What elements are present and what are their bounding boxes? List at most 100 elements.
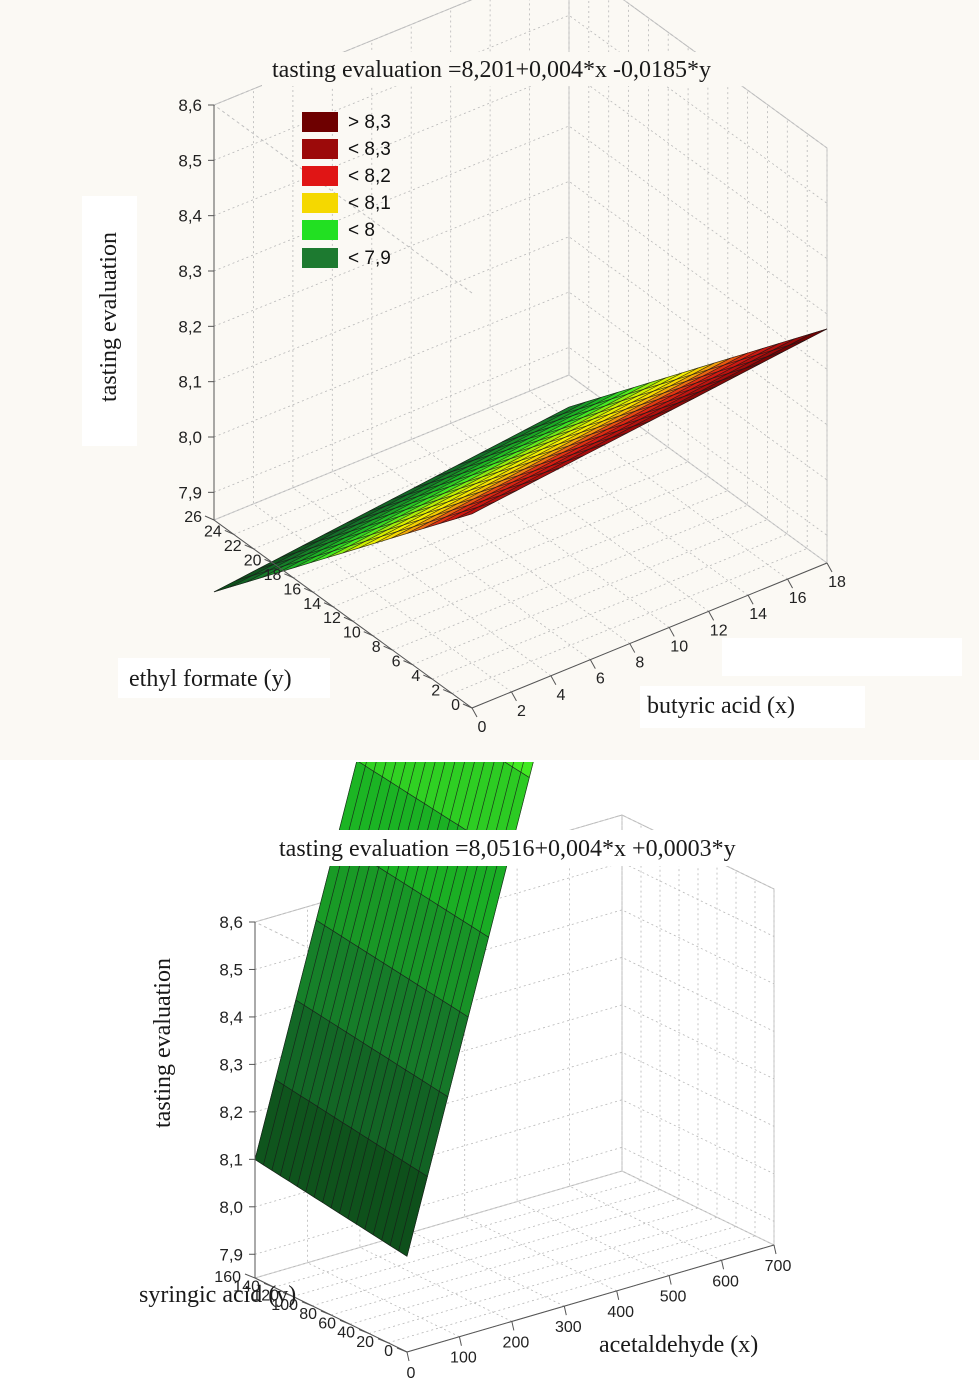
bottom-y-tick [320,1310,332,1316]
bottom-z-tick-label: 8,6 [219,913,243,932]
top-y-tick-label: 24 [204,524,222,541]
top-y-gridline [253,0,610,550]
legend-label-2: < 8,3 [348,139,391,160]
bottom-x-tick-label: 0 [407,1365,416,1382]
top-x-axis-label: butyric acid (x) [647,693,795,719]
bottom-y-tick-label: 60 [318,1315,336,1332]
top-y-tick [284,573,294,579]
bottom-z-tick-label: 8,1 [219,1150,243,1169]
top-y-tick [403,660,413,666]
legend-swatch-2 [302,139,338,159]
bottom-z-tick-label: 8,2 [219,1103,243,1122]
legend-label-1: > 8,3 [348,112,391,133]
top-z-gridline [213,14,828,204]
bottom-x-tick-label: 500 [660,1289,687,1306]
bottom-mesh-line [372,762,495,1235]
bottom-mesh-line [339,762,456,1214]
top-y-tick-label: 4 [411,668,420,685]
top-y-tick [462,703,473,709]
top-mesh-line [213,406,570,593]
bottom-x-tick [773,1244,777,1255]
bottom-axes: 0100200300400500600700020406080100120140… [214,913,791,1382]
top-top-rim [212,0,828,294]
bottom-x-tick [511,1321,515,1331]
legend-label-3: < 8,2 [348,166,391,187]
bottom-y-tick-label: 160 [214,1269,241,1286]
top-mesh-line [326,372,683,559]
top-x-gridline [529,0,788,580]
top-x-tick-label: 8 [635,655,644,672]
top-chart-title: tasting evaluation =8,201+0,004*x -0,018… [272,57,711,83]
top-mesh-line [435,397,695,477]
top-x-tick [471,707,478,718]
bottom-y-tick [282,1292,294,1297]
top-x-tick [826,562,833,573]
bottom-title-backdrop [272,830,792,866]
legend-swatch-6 [302,248,338,268]
top-axes: 024681012141618024681012141618202224267,… [178,96,846,736]
bottom-x-tick [406,1351,410,1362]
top-z-tick-label: 8,0 [178,428,202,447]
top-mesh-line [246,396,602,583]
top-y-gridline [471,148,828,709]
bottom-x-tick-label: 700 [765,1258,792,1275]
top-mesh-line [524,351,783,431]
top-z-gridline [213,180,828,370]
top-y-gridline [273,3,629,564]
bottom-y-tick-label: 40 [337,1325,355,1342]
bottom-x-tick-label: 600 [712,1273,739,1290]
top-y-tick-label: 16 [283,581,301,598]
top-x-tick-label: 14 [749,606,767,623]
bottom-y-tick-label: 80 [299,1306,317,1323]
top-x-tick [629,643,636,653]
bottom-mesh-line [305,762,416,1192]
bottom-y-axis-label: syringic acid (y) [139,1282,296,1308]
top-mesh-line [262,392,618,578]
top-z-tick-label: 8,3 [178,262,202,281]
top-z-tick-label: 8,5 [178,151,202,170]
top-mesh-line [568,328,828,408]
top-y-tick-label: 10 [343,625,361,642]
top-x-tick [511,691,517,702]
top-x-tick [589,659,596,669]
top-surface-chart: 024681012141618024681012141618202224267,… [0,0,979,760]
bottom-y-tick-label: 140 [233,1278,260,1295]
bottom-x-gridline [516,845,670,1276]
legend-swatch-1 [302,112,338,132]
top-y-tick-label: 12 [323,610,341,627]
bottom-x-tick-label: 200 [503,1334,530,1351]
top-y-tick [224,530,235,535]
top-x-tick-label: 6 [596,671,605,688]
bottom-mesh-line [322,762,436,1203]
top-x-tick-label: 12 [710,622,728,639]
top-y-gridline [293,17,649,579]
legend-label-6: < 7,9 [348,248,391,269]
bottom-mesh-line [288,762,397,1182]
top-z-gridline [213,70,828,260]
top-y-axis-label: ethyl formate (y) [129,666,292,692]
top-y-axis-line [213,519,473,709]
bottom-x-tick [458,1336,462,1346]
bottom-mesh-line [355,762,475,1225]
top-z-gridline [213,346,828,536]
top-z-tick-label: 8,2 [178,317,202,336]
bottom-x-axis-line [406,1244,775,1353]
bottom-mesh-line [296,762,407,1187]
top-y-tick-label: 0 [451,697,460,714]
bottom-y-tick [244,1273,256,1279]
bottom-mesh-line [381,762,505,1241]
top-z-gridline [213,125,828,315]
top-zlabel-backdrop [82,196,137,446]
top-y-tick-label: 8 [372,639,381,656]
top-y-tick-label: 18 [264,567,282,584]
top-mesh-line [310,377,666,563]
top-z-tick-label: 8,4 [178,207,202,226]
bottom-z-tick-label: 8,0 [219,1198,243,1217]
top-y-gridline [392,90,748,651]
top-x-tick-label: 0 [478,719,487,736]
top-mesh-line [457,386,717,466]
bottom-mesh-line [313,762,426,1198]
bottom-chart-title: tasting evaluation =8,0516+0,004*x +0,00… [279,836,736,862]
top-x-tick [747,594,754,605]
bottom-y-tick [263,1282,275,1288]
